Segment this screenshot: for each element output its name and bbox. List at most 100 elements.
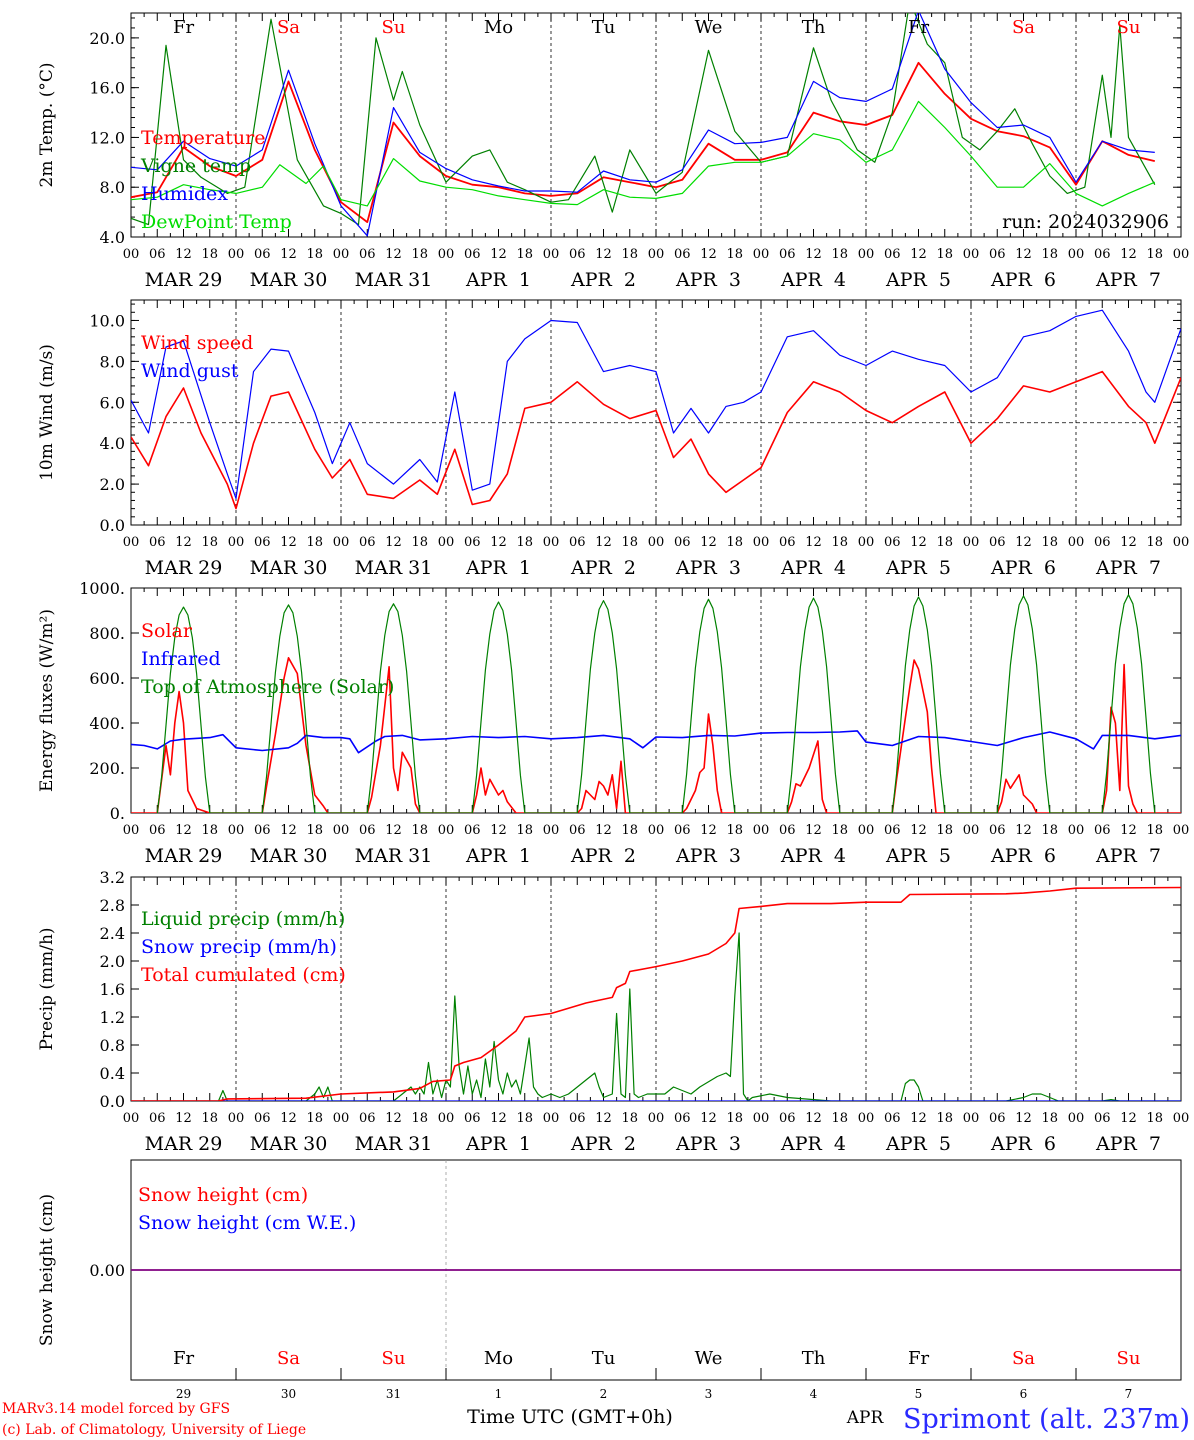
hour-tick-label: 12	[805, 1111, 822, 1126]
hour-tick-label: 18	[411, 535, 428, 550]
hour-tick-label: 00	[543, 535, 560, 550]
hour-tick-label: 12	[280, 1111, 297, 1126]
hour-tick-label: 18	[1041, 247, 1058, 262]
hour-tick-label: 18	[1146, 823, 1163, 838]
hour-tick-label: 06	[464, 247, 481, 262]
legend-entry: Wind gust	[141, 360, 239, 382]
date-label: APR 6	[990, 557, 1056, 579]
hour-tick-label: 18	[831, 1111, 848, 1126]
date-label: MAR 30	[250, 845, 328, 867]
credit-line-1: MARv3.14 model forced by GFS	[2, 1401, 230, 1417]
hour-tick-label: 12	[910, 247, 927, 262]
hour-tick-label: 06	[674, 535, 691, 550]
y-tick-label: 0.8	[100, 1036, 125, 1055]
date-label: APR 4	[780, 269, 846, 291]
hour-tick-label: 06	[149, 535, 166, 550]
legend-entry: Liquid precip (mm/h)	[141, 908, 345, 930]
hour-tick-label: 06	[149, 247, 166, 262]
hour-tick-label: 06	[1094, 247, 1111, 262]
hour-tick-label: 06	[569, 247, 586, 262]
day-header: Fr	[173, 1348, 194, 1369]
day-number: 31	[386, 1387, 401, 1401]
hour-tick-label: 00	[648, 247, 665, 262]
hour-tick-label: 18	[936, 535, 953, 550]
date-label: APR 4	[780, 845, 846, 867]
hour-tick-label: 12	[175, 823, 192, 838]
hour-tick-label: 00	[858, 823, 875, 838]
hour-tick-label: 18	[516, 823, 533, 838]
hour-tick-label: 00	[858, 535, 875, 550]
date-label: APR 1	[465, 557, 531, 579]
hour-tick-label: 12	[595, 247, 612, 262]
hour-tick-label: 06	[989, 247, 1006, 262]
date-label: MAR 30	[250, 557, 328, 579]
y-tick-label: 8.0	[100, 352, 125, 371]
date-label: APR 1	[465, 845, 531, 867]
day-header: Sa	[277, 17, 300, 38]
hour-tick-label: 18	[201, 1111, 218, 1126]
hour-tick-label: 06	[674, 823, 691, 838]
hour-tick-label: 00	[333, 1111, 350, 1126]
hour-tick-label: 00	[648, 1111, 665, 1126]
hour-tick-label: 18	[516, 535, 533, 550]
hour-tick-label: 12	[385, 823, 402, 838]
hour-tick-label: 12	[1015, 823, 1032, 838]
panel-precip: 0.0 0.4 0.8 1.2 1.6 2.0 2.4 2.8 3.2 Precip (mm/h)…	[37, 868, 1189, 1155]
y-tick-label: 1.6	[100, 980, 125, 999]
series-group	[131, 886, 1181, 1101]
y-tick-label: 2.8	[100, 896, 125, 915]
series-energy-2	[156, 594, 1156, 813]
hour-tick-label: 12	[490, 1111, 507, 1126]
hour-tick-label: 06	[359, 823, 376, 838]
legend-entry: Total cumulated (cm)	[141, 964, 346, 986]
hour-tick-label: 00	[963, 823, 980, 838]
hour-tick-label: 18	[1041, 1111, 1058, 1126]
hour-tick-label: 00	[543, 1111, 560, 1126]
hour-tick-label: 00	[963, 247, 980, 262]
series-precip-0	[131, 932, 1181, 1101]
hour-tick-label: 06	[569, 535, 586, 550]
hour-tick-label: 06	[989, 823, 1006, 838]
date-label: MAR 29	[145, 269, 223, 291]
hour-tick-label: 06	[464, 535, 481, 550]
hour-tick-label: 00	[543, 823, 560, 838]
day-number: 30	[281, 1387, 296, 1401]
date-label: APR 5	[885, 269, 951, 291]
day-number: 4	[810, 1387, 818, 1401]
hour-tick-label: 12	[805, 823, 822, 838]
series-temperature-1	[131, 13, 1156, 226]
hour-tick-label: 00	[1173, 1111, 1190, 1126]
date-label: MAR 31	[355, 269, 433, 291]
hour-tick-label: 00	[1173, 823, 1190, 838]
day-header: Fr	[173, 17, 194, 38]
hour-tick-label: 00	[438, 823, 455, 838]
hour-tick-label: 12	[700, 1111, 717, 1126]
y-tick-label: 8.0	[100, 178, 125, 197]
date-label: APR 1	[465, 269, 531, 291]
hour-tick-label: 00	[753, 1111, 770, 1126]
hour-tick-label: 18	[411, 247, 428, 262]
y-axis-label: Energy fluxes (W/m²)	[37, 609, 57, 792]
hour-tick-label: 12	[385, 247, 402, 262]
day-header: Su	[1117, 17, 1141, 38]
y-axis-label: 2m Temp. (°C)	[37, 62, 57, 187]
y-tick-label: 2.0	[100, 475, 125, 494]
hour-tick-label: 18	[516, 1111, 533, 1126]
hour-tick-label: 18	[306, 823, 323, 838]
hour-tick-label: 00	[1068, 1111, 1085, 1126]
legend-entry: Humidex	[141, 183, 228, 205]
panels-layer: 4.08.012.016.020.02m Temp. (°C) Temperatu…	[37, 12, 1190, 1401]
y-tick-label: 2.4	[100, 924, 125, 943]
station-title: Sprimont (alt. 237m)	[903, 1404, 1190, 1435]
legend-entry: Top of Atmosphere (Solar)	[141, 676, 394, 698]
hour-tick-label: 00	[123, 535, 140, 550]
date-label: APR 5	[885, 845, 951, 867]
hour-tick-label: 06	[359, 535, 376, 550]
hour-tick-label: 06	[1094, 535, 1111, 550]
hour-tick-label: 00	[438, 247, 455, 262]
hour-tick-label: 18	[621, 823, 638, 838]
hour-tick-label: 06	[254, 823, 271, 838]
day-header: Th	[802, 17, 826, 38]
series-wind-0	[131, 370, 1181, 510]
hour-tick-label: 12	[175, 247, 192, 262]
